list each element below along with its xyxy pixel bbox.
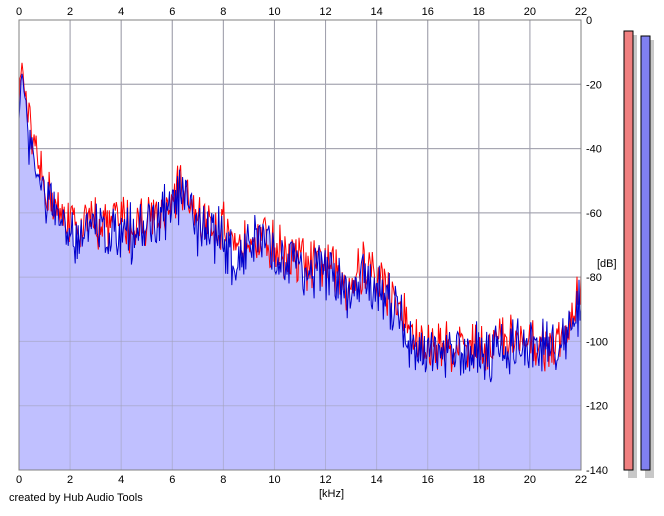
x-tick-label-top: 8 (220, 6, 226, 18)
x-tick-labels-bottom: 0 2 4 6 8 10 12 14 16 18 20 22 (16, 474, 587, 486)
x-tick-labels-top: 0 2 4 6 8 10 12 14 16 18 20 22 (16, 6, 587, 18)
x-tick-label-top: 6 (169, 6, 175, 18)
level-meters (623, 30, 654, 478)
y-tick-label: -40 (586, 144, 602, 156)
y-tick-label: -20 (586, 79, 602, 91)
x-tick-label-top: 4 (118, 6, 124, 18)
x-tick-label-top: 0 (16, 6, 22, 18)
x-axis-label: [kHz] (319, 488, 344, 500)
x-tick-label-top: 2 (67, 6, 73, 18)
x-tick-label-bottom: 4 (118, 474, 124, 486)
x-tick-label-top: 14 (371, 6, 383, 18)
x-tick-label-bottom: 18 (473, 474, 485, 486)
x-tick-label-top: 20 (524, 6, 536, 18)
x-tick-label-bottom: 16 (422, 474, 434, 486)
spectrum-lines (18, 62, 582, 383)
meter-bar-left (623, 30, 634, 471)
y-tick-label: -80 (586, 272, 602, 284)
x-tick-label-bottom: 0 (16, 474, 22, 486)
x-tick-label-top: 16 (422, 6, 434, 18)
plot-frame (18, 19, 582, 471)
y-tick-label: 0 (586, 15, 592, 27)
x-tick-label-bottom: 6 (169, 474, 175, 486)
meter-bar-right (640, 35, 651, 471)
y-axis-label: [dB] (597, 258, 617, 270)
y-tick-label: -100 (586, 336, 608, 348)
y-tick-label: -120 (586, 401, 608, 413)
y-tick-label: -140 (586, 465, 608, 477)
x-tick-label-bottom: 14 (371, 474, 383, 486)
x-tick-label-bottom: 22 (575, 474, 587, 486)
x-tick-label-bottom: 10 (268, 474, 280, 486)
footer-credit: created by Hub Audio Tools (9, 492, 143, 504)
x-tick-label-top: 18 (473, 6, 485, 18)
y-tick-labels: 0 -20 -40 -60 -80 -100 -120 -140 (586, 15, 608, 477)
x-tick-label-top: 10 (268, 6, 280, 18)
spectrum-fill (19, 73, 581, 471)
y-tick-label: -60 (586, 208, 602, 220)
x-tick-label-bottom: 8 (220, 474, 226, 486)
x-tick-label-bottom: 2 (67, 474, 73, 486)
series-line-right (18, 73, 582, 383)
x-tick-label-bottom: 20 (524, 474, 536, 486)
x-tick-label-top: 12 (319, 6, 331, 18)
x-tick-label-bottom: 12 (319, 474, 331, 486)
x-tick-label-top: 22 (575, 6, 587, 18)
plot-border (18, 19, 582, 471)
